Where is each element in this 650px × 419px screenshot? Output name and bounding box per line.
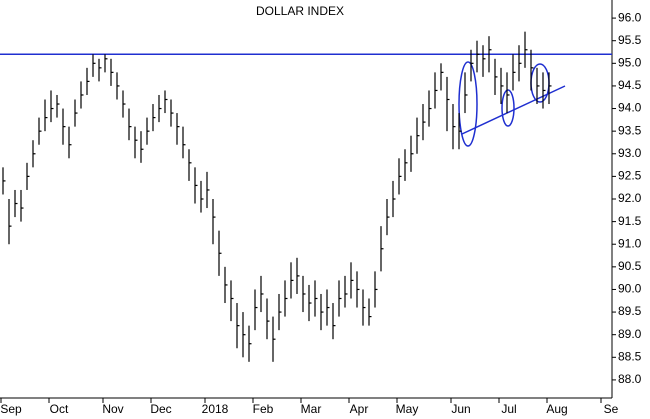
- x-tick-label: Dec: [150, 402, 171, 416]
- x-tick-label: Feb: [253, 402, 274, 416]
- y-tick-label: 93.0: [618, 146, 642, 160]
- y-tick-label: 89.5: [618, 304, 642, 318]
- x-tick-label: 2018: [202, 402, 229, 416]
- y-tick-label: 93.5: [618, 123, 642, 137]
- x-tick-label: Nov: [102, 402, 123, 416]
- annotation-ellipse: [530, 63, 550, 103]
- x-tick-label: May: [396, 402, 419, 416]
- x-tick-label: Sep: [0, 402, 22, 416]
- y-tick-label: 92.0: [618, 191, 642, 205]
- y-tick-label: 96.0: [618, 10, 642, 24]
- chart-title: DOLLAR INDEX: [256, 4, 344, 18]
- x-tick-label: Se: [604, 402, 619, 416]
- y-tick-label: 94.5: [618, 78, 642, 92]
- y-tick-label: 91.5: [618, 214, 642, 228]
- y-tick-label: 95.0: [618, 55, 642, 69]
- y-tick-label: 88.5: [618, 349, 642, 363]
- y-tick-label: 95.5: [618, 33, 642, 47]
- x-tick-label: Mar: [301, 402, 322, 416]
- x-tick-label: Oct: [50, 402, 69, 416]
- x-tick-label: Jun: [451, 402, 470, 416]
- y-tick-label: 91.0: [618, 236, 642, 250]
- y-tick-label: 90.5: [618, 259, 642, 273]
- y-tick-label: 89.0: [618, 327, 642, 341]
- annotation-ellipse: [501, 89, 515, 127]
- annotation-ellipse: [458, 61, 478, 147]
- x-tick-label: Apr: [350, 402, 369, 416]
- y-tick-label: 92.5: [618, 169, 642, 183]
- x-tick-label: Aug: [546, 402, 567, 416]
- x-tick-label: Jul: [501, 402, 516, 416]
- y-tick-label: 88.0: [618, 372, 642, 386]
- y-tick-label: 90.0: [618, 282, 642, 296]
- y-tick-label: 94.0: [618, 101, 642, 115]
